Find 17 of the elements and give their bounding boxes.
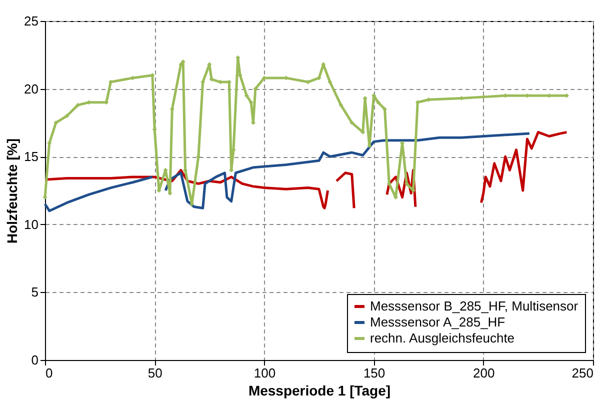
y-axis-title: Holzfeuchte [%] xyxy=(4,138,20,244)
y-tick-label: 25 xyxy=(24,14,38,28)
x-tick-label: 250 xyxy=(572,366,594,380)
x-tick-label: 50 xyxy=(148,366,162,380)
x-tick-label: 100 xyxy=(254,366,276,380)
legend-label: rechn. Ausgleichsfeuchte xyxy=(370,330,515,346)
y-tick-label: 0 xyxy=(31,352,38,368)
y-tick-label: 20 xyxy=(24,81,38,96)
x-tick-label: 200 xyxy=(473,366,495,380)
x-tick-label: 150 xyxy=(363,366,386,380)
y-tick-label: 10 xyxy=(24,216,38,232)
y-tick-label: 15 xyxy=(24,149,38,164)
legend-label: Messsensor A_285_HF xyxy=(370,314,506,330)
y-tick-label: 5 xyxy=(31,284,38,300)
legend-label: Messsensor B_285_HF, Multisensor xyxy=(370,298,579,314)
x-tick-label: 0 xyxy=(46,366,53,380)
x-axis-title: Messperiode 1 [Tage] xyxy=(248,382,391,398)
